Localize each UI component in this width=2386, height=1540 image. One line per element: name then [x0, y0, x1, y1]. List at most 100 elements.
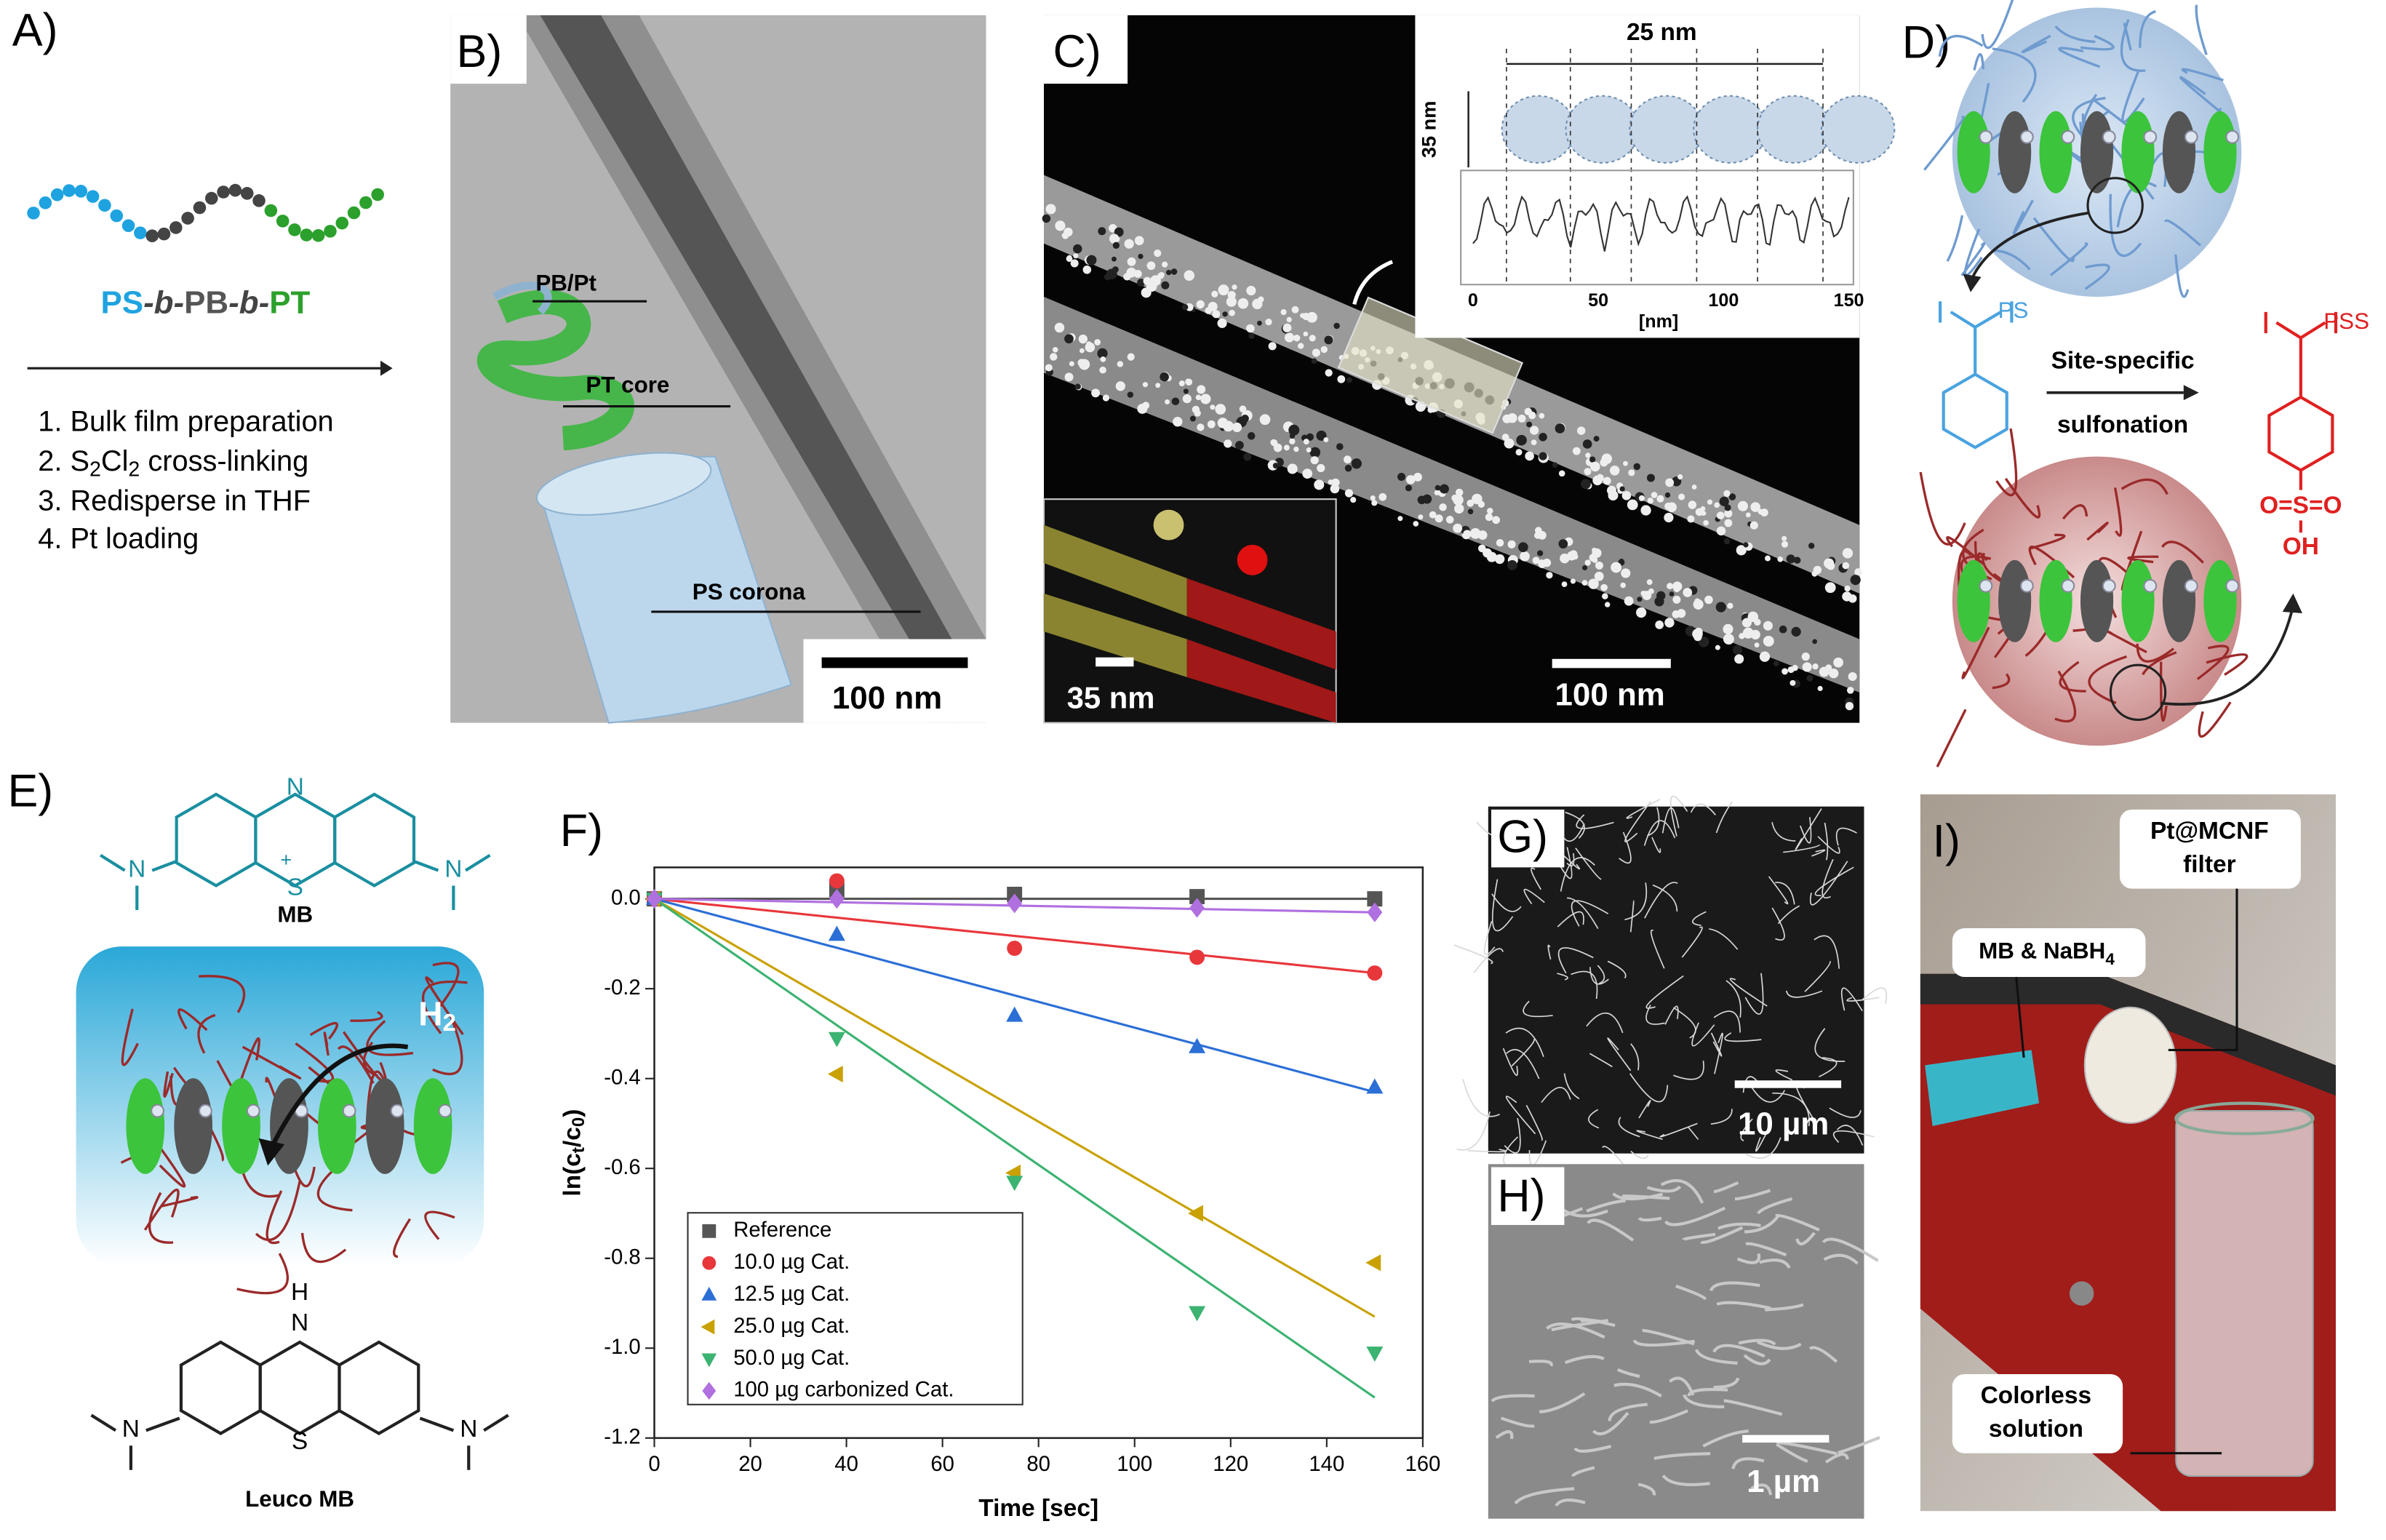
speck — [1234, 441, 1244, 450]
speck — [1413, 472, 1422, 482]
strand — [1992, 673, 2011, 690]
fiber — [1811, 849, 1826, 857]
callout: MB & NaBH4 — [1979, 938, 2115, 968]
fiber — [1495, 1430, 1514, 1440]
text-part: H — [418, 995, 442, 1033]
strand — [1992, 249, 2031, 271]
panel-e: E) N S + N N MB H2 H N S N N Leuco MB — [7, 766, 509, 1512]
speck — [1343, 455, 1352, 464]
speck — [1405, 484, 1412, 492]
fiber — [1846, 997, 1880, 1002]
period-label: 25 nm — [1627, 19, 1697, 46]
speck — [1178, 380, 1185, 387]
monomer — [371, 188, 384, 202]
fiber — [1607, 960, 1627, 979]
fiber — [1817, 836, 1840, 854]
speck — [1764, 555, 1771, 562]
speck — [1232, 284, 1237, 290]
fiber — [1607, 1037, 1632, 1072]
speck — [1791, 626, 1801, 637]
core — [2080, 559, 2114, 642]
fiber — [1713, 1181, 1739, 1194]
point — [1367, 902, 1383, 922]
panel-g: G) 10 µm — [1453, 795, 1887, 1179]
speck — [1218, 284, 1229, 296]
text-part: 4 — [2105, 950, 2115, 968]
speck — [1222, 311, 1228, 317]
pt-particle — [2019, 578, 2034, 593]
legend-label: 100 µg carbonized Cat. — [733, 1378, 954, 1402]
pt-particle — [2184, 129, 2198, 144]
arrow — [1352, 260, 1394, 306]
speck — [1555, 423, 1565, 434]
speck — [1719, 496, 1729, 506]
text-part: 2. S — [38, 444, 89, 476]
fiber — [1775, 1213, 1820, 1232]
strands — [1919, 0, 2249, 767]
fiber — [1504, 1117, 1521, 1154]
fiber — [1528, 1360, 1553, 1367]
fiber — [1724, 1032, 1762, 1042]
speck — [1812, 663, 1819, 670]
speck — [1582, 564, 1588, 570]
point — [1367, 965, 1383, 981]
monomer — [121, 219, 135, 232]
fiber — [1823, 1253, 1859, 1265]
fiber — [1681, 926, 1703, 958]
speck — [1162, 261, 1168, 268]
speck — [1265, 318, 1272, 326]
speck — [1611, 562, 1622, 573]
speck — [1525, 451, 1534, 461]
fiber — [1588, 1109, 1600, 1129]
fiber — [1502, 1048, 1518, 1077]
fiber — [1771, 907, 1785, 941]
speck — [1842, 562, 1850, 570]
fiber — [1744, 973, 1764, 1015]
y-tick-label: -0.8 — [604, 1245, 640, 1269]
text-part: /c — [559, 1127, 586, 1147]
speck — [1173, 417, 1183, 427]
speck — [1086, 255, 1097, 266]
fit-line — [653, 898, 1376, 1318]
fiber — [1555, 1499, 1586, 1507]
speck — [1621, 568, 1631, 578]
speck — [1344, 464, 1352, 472]
speck — [1181, 303, 1189, 311]
monomer — [311, 228, 325, 242]
fiber — [1687, 1387, 1728, 1397]
speck — [1435, 484, 1441, 491]
panel-label: G) — [1497, 811, 1548, 862]
speck — [1124, 239, 1134, 249]
vial-rim — [2174, 1101, 2315, 1136]
speck — [1781, 535, 1787, 541]
speck — [1146, 261, 1156, 271]
speck — [1716, 526, 1726, 536]
speck — [1258, 296, 1264, 303]
fiber — [1525, 1104, 1543, 1141]
speck — [1237, 298, 1249, 309]
speck — [1248, 332, 1255, 339]
speck — [1217, 418, 1229, 428]
speck — [1350, 496, 1357, 503]
fiber — [1783, 844, 1821, 853]
speck — [1642, 591, 1652, 600]
callout-box — [2119, 809, 2301, 889]
panel-label: F) — [560, 805, 603, 856]
y-tick-label: -0.4 — [604, 1065, 640, 1089]
fiber — [1824, 822, 1829, 861]
speck — [1792, 665, 1798, 671]
speck — [1596, 474, 1604, 482]
fiber — [1645, 975, 1684, 1009]
speck — [1802, 662, 1812, 672]
fiber — [1838, 1436, 1880, 1454]
fiber — [1586, 1013, 1624, 1034]
helix-turn — [1501, 95, 1576, 164]
point — [1006, 1176, 1024, 1192]
profile: 0 50 100 150 — [1460, 48, 1896, 311]
fiber — [1795, 808, 1822, 850]
x-tick-label: 160 — [1405, 1452, 1440, 1476]
speck — [1683, 588, 1693, 597]
speck — [1724, 509, 1733, 518]
speck — [1227, 291, 1236, 300]
fiber — [1632, 1339, 1695, 1347]
